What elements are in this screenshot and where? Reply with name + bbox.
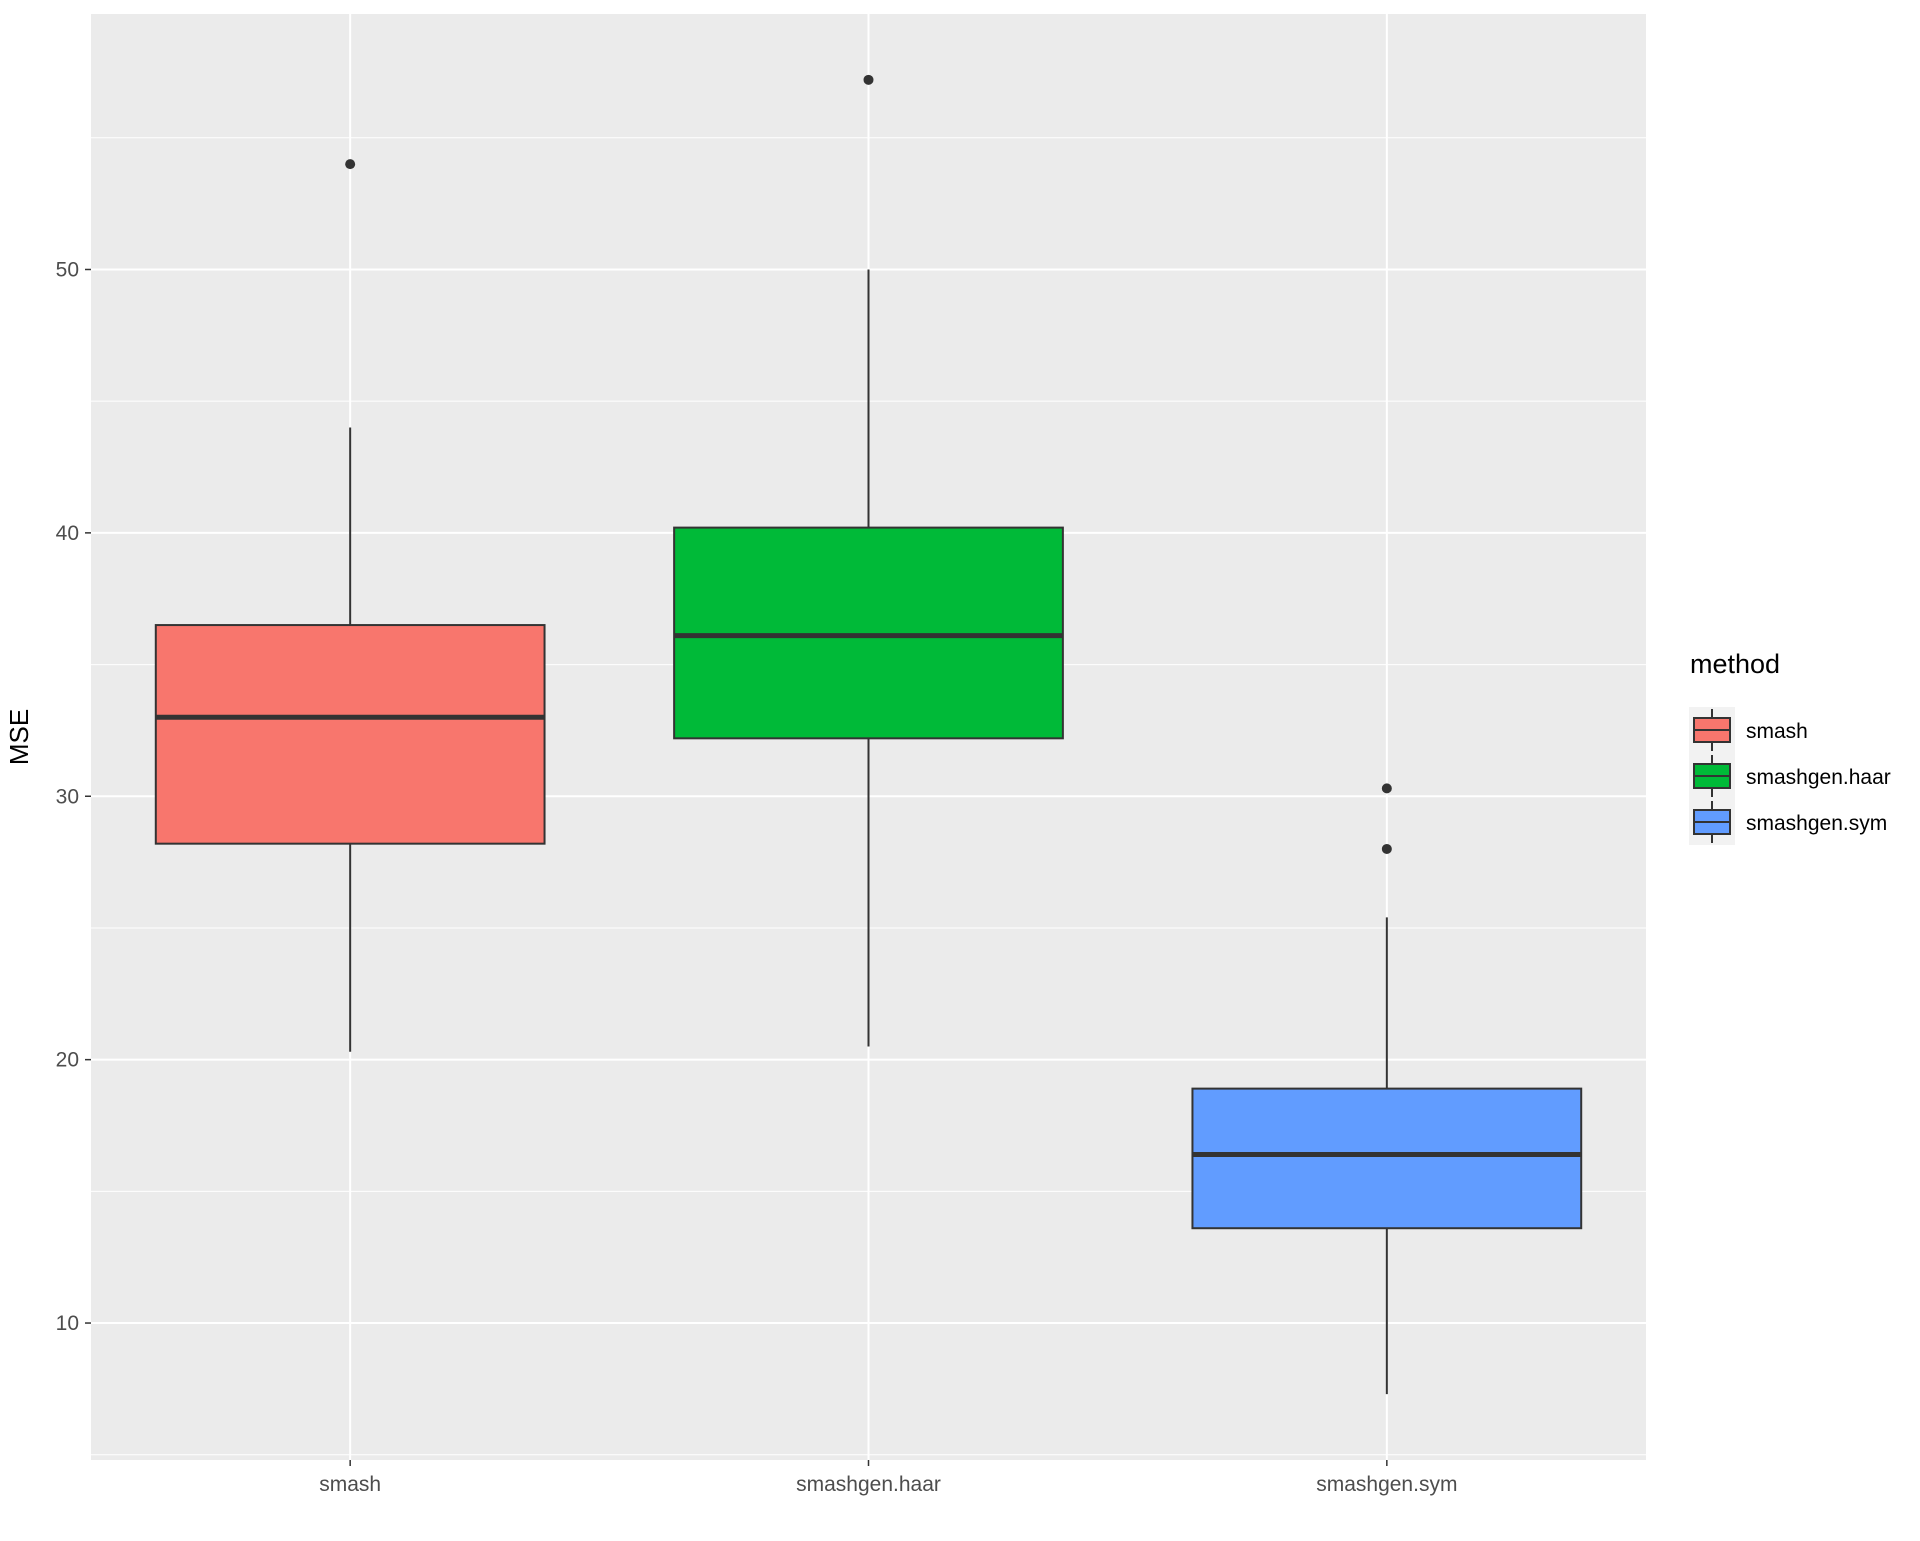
x-tick-label: smashgen.sym [1316,1473,1457,1496]
x-axis: smash smashgen.haar smashgen.sym [319,1460,1457,1496]
legend-title: method [1690,649,1780,679]
y-tick-label: 10 [56,1312,79,1335]
y-axis: 10 20 30 40 50 [56,258,91,1335]
legend-key-smashgen.sym [1689,799,1735,845]
box-smashgen.sym [1191,783,1583,1395]
y-tick-label: 20 [56,1049,79,1072]
legend-label: smash [1746,720,1808,743]
y-tick-label: 30 [56,785,79,808]
x-tick-label: smash [319,1473,381,1496]
box-smashgen.haar [673,74,1064,1047]
y-tick-label: 40 [56,522,79,545]
y-tick-label: 50 [56,258,79,281]
box-iqr [154,624,546,845]
outlier-point [345,159,356,170]
legend-label: smashgen.haar [1746,766,1891,789]
boxes-layer [154,74,1583,1395]
box-smash [154,159,546,1052]
legend: method smash smashgen.haar smashgen.sym [1689,649,1891,845]
box-iqr [673,526,1064,740]
y-axis-title: MSE [4,709,34,765]
outlier-point [1381,783,1392,794]
outlier-point [863,74,874,85]
legend-label: smashgen.sym [1746,812,1887,835]
legend-key-smash [1689,707,1735,753]
outlier-point [1381,843,1392,854]
box-iqr [1191,1087,1583,1230]
x-tick-label: smashgen.haar [796,1473,941,1496]
legend-key-smashgen.haar [1689,753,1735,799]
